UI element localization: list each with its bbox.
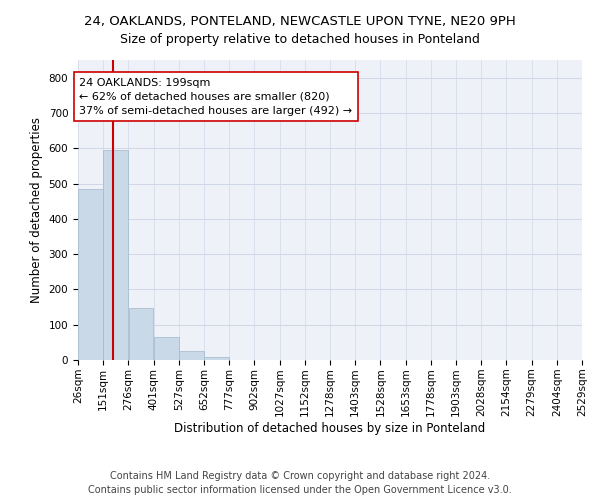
Bar [154, 337, 179, 360]
Text: 24 OAKLANDS: 199sqm
← 62% of detached houses are smaller (820)
37% of semi-detac: 24 OAKLANDS: 199sqm ← 62% of detached ho… [79, 78, 352, 116]
Text: 24, OAKLANDS, PONTELAND, NEWCASTLE UPON TYNE, NE20 9PH: 24, OAKLANDS, PONTELAND, NEWCASTLE UPON … [84, 15, 516, 28]
Bar [205, 357, 229, 360]
Bar [103, 150, 128, 360]
Text: Contains HM Land Registry data © Crown copyright and database right 2024.
Contai: Contains HM Land Registry data © Crown c… [88, 471, 512, 495]
Y-axis label: Number of detached properties: Number of detached properties [30, 117, 43, 303]
Text: Size of property relative to detached houses in Ponteland: Size of property relative to detached ho… [120, 32, 480, 46]
Bar [179, 351, 204, 360]
Bar [78, 189, 103, 360]
Bar [128, 308, 153, 360]
X-axis label: Distribution of detached houses by size in Ponteland: Distribution of detached houses by size … [175, 422, 485, 435]
